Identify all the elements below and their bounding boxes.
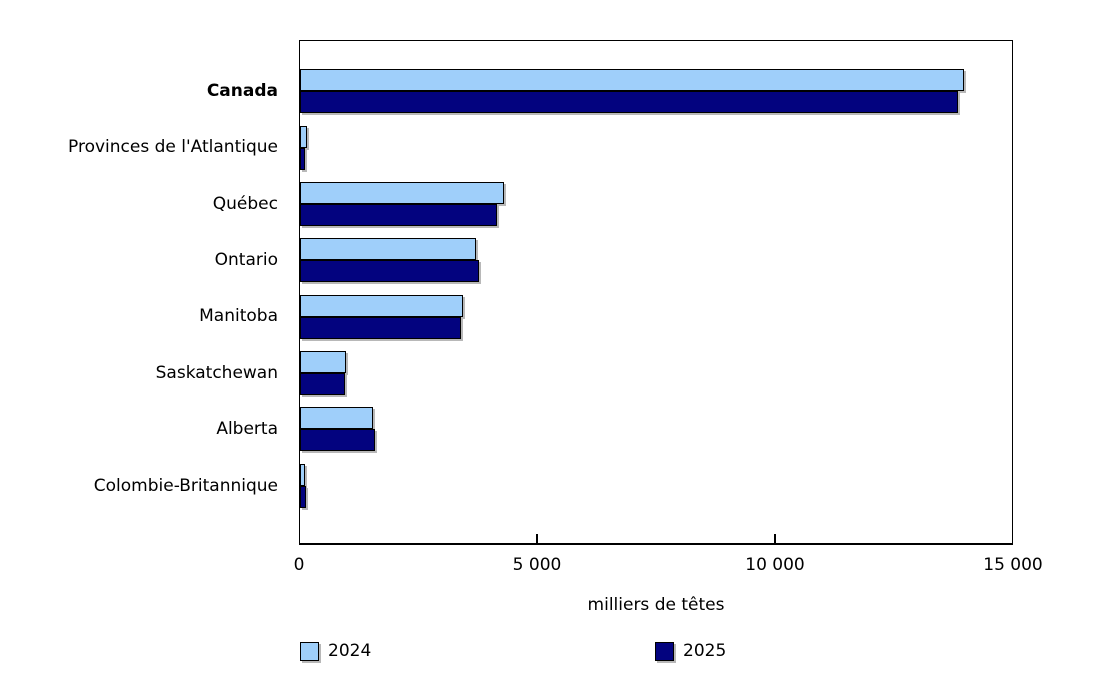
legend-item-2024: 2024 — [300, 641, 371, 661]
bar-2025-saskatchewan — [300, 373, 345, 396]
category-label-ontario: Ontario — [214, 250, 278, 271]
category-row-provinces-de-l-atlantique: Provinces de l'Atlantique — [68, 119, 1012, 175]
bar-2024-ontario — [300, 238, 476, 261]
bar-2024-saskatchewan — [300, 351, 346, 374]
bar-group-provinces-de-l-atlantique — [300, 125, 1012, 170]
bar-group-ontario — [300, 238, 1012, 283]
category-row-saskatchewan: Saskatchewan — [156, 345, 1012, 401]
category-label-manitoba: Manitoba — [199, 306, 278, 327]
bar-2025-canada — [300, 91, 958, 114]
bar-2025-provinces-de-l-atlantique — [300, 147, 305, 170]
legend-label-2024: 2024 — [328, 641, 372, 661]
legend-label-2025: 2025 — [683, 641, 727, 661]
bar-group-saskatchewan — [300, 351, 1012, 396]
x-tick-10000 — [773, 534, 776, 543]
bar-2025-quebec — [300, 203, 497, 226]
category-label-provinces-de-l-atlantique: Provinces de l'Atlantique — [68, 137, 278, 158]
category-label-saskatchewan: Saskatchewan — [155, 362, 278, 383]
bar-group-manitoba — [300, 294, 1012, 339]
x-tick-label-10000: 10 000 — [745, 555, 805, 575]
bar-2025-ontario — [300, 260, 480, 283]
bar-2024-colombie-britannique — [300, 463, 305, 486]
x-axis-tick-labels: 0 5 000 10 000 15 000 — [294, 555, 1043, 579]
bar-2024-quebec — [300, 181, 504, 204]
category-label-colombie-britannique: Colombie-Britannique — [93, 475, 278, 496]
bar-2024-canada — [300, 69, 965, 92]
x-tick-label-15000: 15 000 — [983, 555, 1043, 575]
category-row-colombie-britannique: Colombie-Britannique — [94, 458, 1012, 514]
x-tick-label-5000: 5 000 — [512, 555, 562, 575]
category-row-alberta: Alberta — [216, 401, 1012, 457]
bar-rows: Canada Provinces de l'Atlantique Québec Ont… — [68, 41, 1012, 543]
bar-group-canada — [300, 69, 1012, 114]
legend-swatch-2025 — [655, 641, 674, 661]
bar-2025-alberta — [300, 429, 375, 452]
bar-2025-colombie-britannique — [300, 485, 306, 508]
bar-group-colombie-britannique — [300, 463, 1012, 508]
category-label-canada: Canada — [206, 80, 278, 101]
legend-swatch-2024 — [300, 641, 319, 661]
category-row-canada: Canada — [207, 63, 1012, 119]
x-tick-5000 — [536, 534, 539, 543]
plot-area: Canada Provinces de l'Atlantique Québec Ont… — [68, 40, 1013, 545]
bar-group-alberta — [300, 407, 1012, 452]
bar-2024-alberta — [300, 407, 374, 430]
category-row-ontario: Ontario — [215, 232, 1012, 288]
x-tick-label-0: 0 — [293, 555, 305, 575]
category-row-quebec: Québec — [213, 176, 1012, 232]
bar-group-quebec — [300, 181, 1012, 226]
category-row-manitoba: Manitoba — [199, 289, 1012, 345]
legend-item-2025: 2025 — [655, 641, 726, 661]
bar-2024-manitoba — [300, 294, 464, 317]
bar-2024-provinces-de-l-atlantique — [300, 125, 307, 148]
category-label-alberta: Alberta — [216, 419, 278, 440]
bar-2025-manitoba — [300, 316, 462, 339]
category-label-quebec: Québec — [212, 193, 278, 214]
x-axis-title: milliers de têtes — [587, 595, 725, 615]
